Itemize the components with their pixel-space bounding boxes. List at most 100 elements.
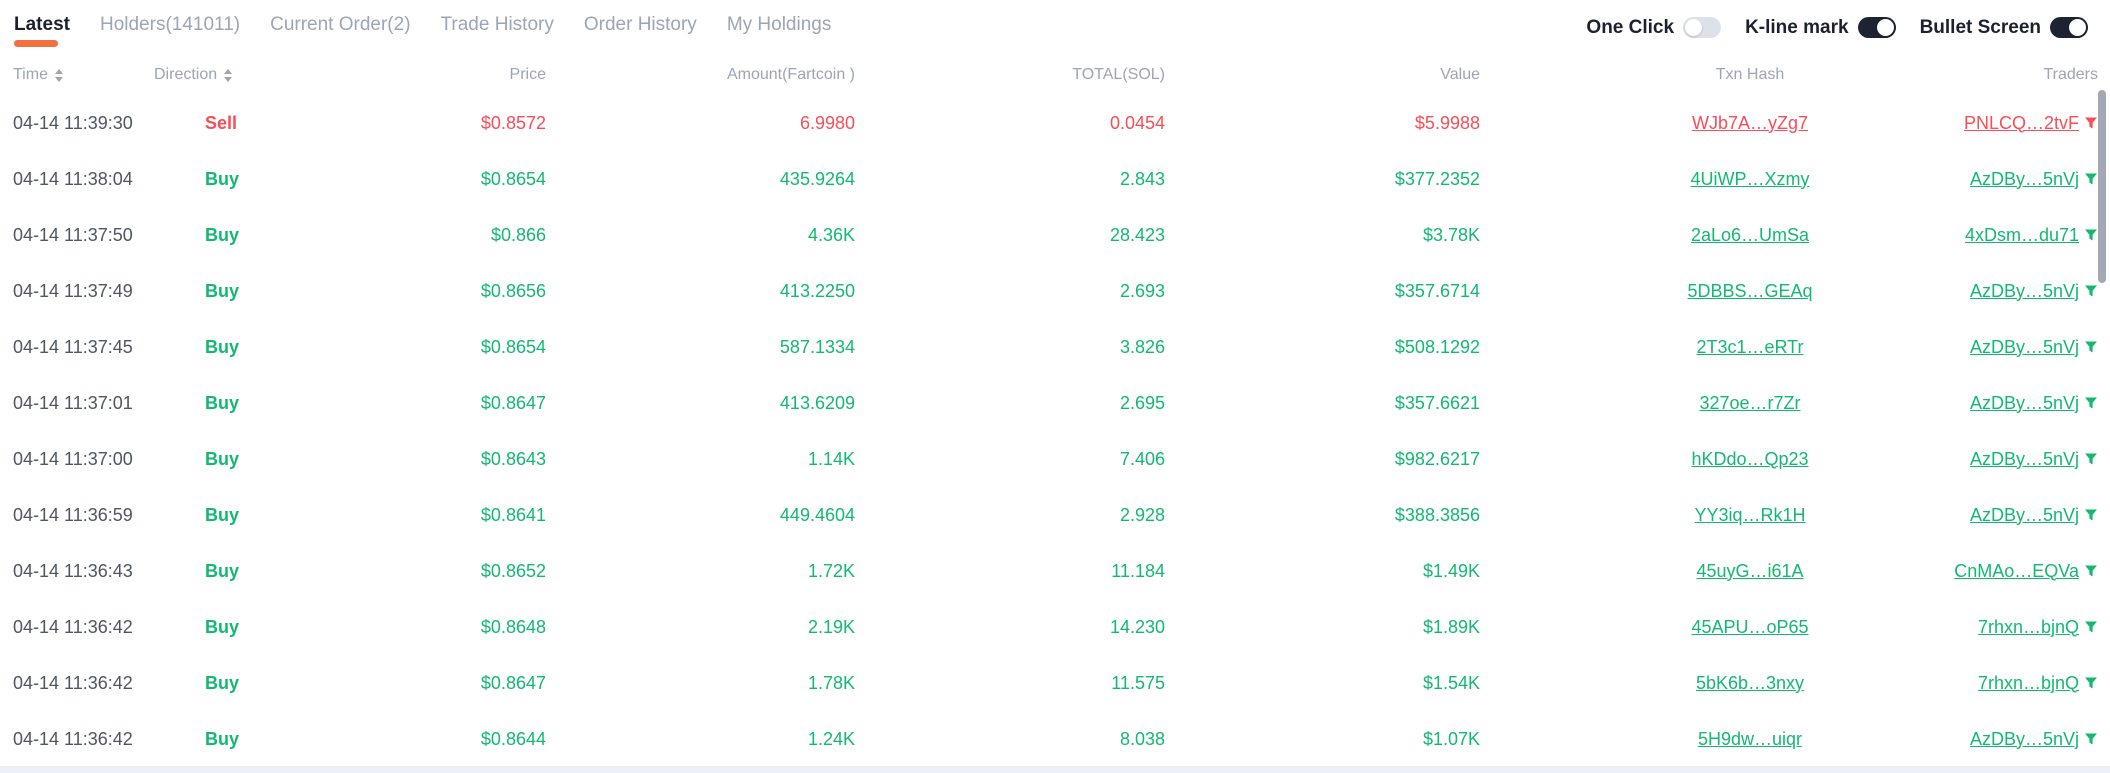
- trade-price: $0.8647: [480, 392, 546, 413]
- filter-funnel-icon[interactable]: [2084, 228, 2098, 242]
- filter-funnel-icon[interactable]: [2084, 284, 2098, 298]
- trade-price: $0.8648: [480, 616, 546, 637]
- toggle-bullet-screen[interactable]: Bullet Screen: [1920, 17, 2088, 39]
- txn-hash-link[interactable]: 45uyG…i61A: [1696, 560, 1804, 581]
- trade-amount: 1.72K: [807, 560, 855, 581]
- trader-link[interactable]: AzDBy…5nVj: [1969, 168, 2079, 189]
- trade-time: 04-14 11:37:01: [13, 392, 133, 413]
- filter-funnel-icon[interactable]: [2084, 396, 2098, 410]
- table-row: 04-14 11:37:49 Buy $0.8656 413.2250 2.69…: [0, 263, 2110, 319]
- trade-price: $0.8644: [480, 728, 546, 749]
- filter-funnel-icon[interactable]: [2084, 452, 2098, 466]
- tab-current-order-2[interactable]: Current Order(2): [270, 6, 410, 49]
- trade-direction: Buy: [205, 616, 240, 637]
- tab-my-holdings[interactable]: My Holdings: [727, 6, 832, 49]
- trade-value: $388.3856: [1394, 504, 1480, 525]
- filter-funnel-icon[interactable]: [2084, 676, 2098, 690]
- column-header-time[interactable]: Time: [0, 66, 150, 84]
- filter-funnel-icon[interactable]: [2084, 172, 2098, 186]
- trade-total-sol: 11.575: [1111, 672, 1165, 693]
- toggle-knob: [1685, 19, 1703, 36]
- trader-link[interactable]: 4xDsm…du71: [1964, 224, 2079, 245]
- trade-total-sol: 7.406: [1119, 448, 1165, 469]
- trade-value: $1.49K: [1422, 560, 1480, 581]
- tab-order-history[interactable]: Order History: [584, 6, 697, 49]
- tab-latest[interactable]: Latest: [14, 6, 70, 49]
- trade-direction: Buy: [205, 504, 240, 525]
- trader-link[interactable]: AzDBy…5nVj: [1969, 448, 2079, 469]
- filter-funnel-icon[interactable]: [2084, 116, 2098, 130]
- trader-link[interactable]: AzDBy…5nVj: [1969, 336, 2079, 357]
- trade-direction: Buy: [205, 224, 240, 245]
- table-row: 04-14 11:39:30 Sell $0.8572 6.9980 0.045…: [0, 95, 2110, 151]
- filter-funnel-icon[interactable]: [2084, 620, 2098, 634]
- column-header-direction[interactable]: Direction: [150, 66, 300, 84]
- column-header-value: Value: [1440, 66, 1480, 83]
- table-row: 04-14 11:38:04 Buy $0.8654 435.9264 2.84…: [0, 151, 2110, 207]
- filter-funnel-icon[interactable]: [2084, 732, 2098, 746]
- sort-arrows-icon: [54, 68, 63, 82]
- txn-hash-link[interactable]: 4UiWP…Xzmy: [1690, 168, 1810, 189]
- filter-funnel-icon[interactable]: [2084, 508, 2098, 522]
- trade-time: 04-14 11:37:00: [13, 448, 133, 469]
- tab-holders-141011[interactable]: Holders(141011): [100, 6, 240, 49]
- txn-hash-link[interactable]: 2aLo6…UmSa: [1690, 224, 1810, 245]
- trader-link[interactable]: PNLCQ…2tvF: [1963, 112, 2079, 133]
- txn-hash-link[interactable]: 5bK6b…3nxy: [1695, 672, 1805, 693]
- column-header-traders: Traders: [2043, 66, 2098, 83]
- tab-label: My Holdings: [726, 14, 832, 35]
- txn-hash-link[interactable]: 45APU…oP65: [1691, 616, 1809, 637]
- trade-amount: 6.9980: [799, 112, 855, 133]
- toggle-one-click[interactable]: One Click: [1586, 17, 1722, 39]
- trade-direction: Buy: [205, 448, 240, 469]
- table-row: 04-14 11:36:42 Buy $0.8644 1.24K 8.038 $…: [0, 711, 2110, 767]
- top-tab-bar: Latest Holders(141011) Current Order(2) …: [0, 0, 2110, 55]
- tab-label: Trade History: [440, 14, 554, 35]
- toggle-switch[interactable]: [2050, 17, 2088, 38]
- toggle-knob: [1876, 19, 1894, 36]
- column-header-time-label: Time: [13, 66, 48, 83]
- trade-amount: 1.78K: [807, 672, 855, 693]
- trader-link[interactable]: AzDBy…5nVj: [1969, 280, 2079, 301]
- filter-funnel-icon[interactable]: [2084, 564, 2098, 578]
- trader-link[interactable]: AzDBy…5nVj: [1969, 728, 2079, 749]
- txn-hash-link[interactable]: 5H9dw…uiqr: [1697, 728, 1803, 749]
- toggle-switch[interactable]: [1683, 17, 1722, 38]
- sort-arrows-icon: [224, 68, 233, 82]
- txn-hash-link[interactable]: 2T3c1…eRTr: [1696, 336, 1804, 357]
- filter-funnel-icon[interactable]: [2084, 340, 2098, 354]
- txn-hash-link[interactable]: 327oe…r7Zr: [1699, 392, 1801, 413]
- trade-amount: 4.36K: [807, 224, 855, 245]
- txn-hash-link[interactable]: YY3iq…Rk1H: [1694, 504, 1806, 525]
- txn-hash-link[interactable]: hKDdo…Qp23: [1691, 448, 1809, 469]
- trade-time: 04-14 11:37:50: [13, 224, 133, 245]
- tab-trade-history[interactable]: Trade History: [441, 6, 554, 49]
- trader-link[interactable]: CnMAo…EQVa: [1954, 560, 2079, 581]
- tab-label: Order History: [583, 14, 697, 35]
- txn-hash-link[interactable]: WJb7A…yZg7: [1691, 112, 1809, 133]
- trade-amount: 413.6209: [779, 392, 855, 413]
- trader-link[interactable]: AzDBy…5nVj: [1969, 392, 2079, 413]
- toggle-k-line-mark[interactable]: K-line mark: [1745, 16, 1896, 39]
- trade-direction: Buy: [205, 168, 240, 189]
- column-header-price: Price: [509, 66, 546, 83]
- trader-link[interactable]: AzDBy…5nVj: [1969, 504, 2079, 525]
- trader-link[interactable]: 7rhxn…bjnQ: [1977, 616, 2079, 637]
- txn-hash-link[interactable]: 5DBBS…GEAq: [1687, 280, 1813, 301]
- trade-total-sol: 2.928: [1119, 504, 1165, 525]
- trade-value: $357.6714: [1394, 280, 1480, 301]
- trader-link[interactable]: 7rhxn…bjnQ: [1977, 672, 2079, 693]
- toggle-switch[interactable]: [1857, 17, 1896, 38]
- trade-value: $1.54K: [1422, 672, 1480, 693]
- table-row: 04-14 11:36:42 Buy $0.8647 1.78K 11.575 …: [0, 655, 2110, 711]
- trade-total-sol: 2.695: [1119, 392, 1165, 413]
- trade-price: $0.8641: [480, 504, 546, 525]
- trade-amount: 587.1334: [779, 336, 855, 357]
- column-header-direction-label: Direction: [154, 66, 218, 83]
- toggle-label: K-line mark: [1745, 16, 1849, 38]
- trade-value: $1.89K: [1422, 616, 1480, 637]
- trade-amount: 2.19K: [807, 616, 855, 637]
- vertical-scrollbar-thumb[interactable]: [2098, 90, 2106, 283]
- column-header-txn-hash: Txn Hash: [1715, 66, 1785, 83]
- trade-time: 04-14 11:36:43: [13, 560, 133, 581]
